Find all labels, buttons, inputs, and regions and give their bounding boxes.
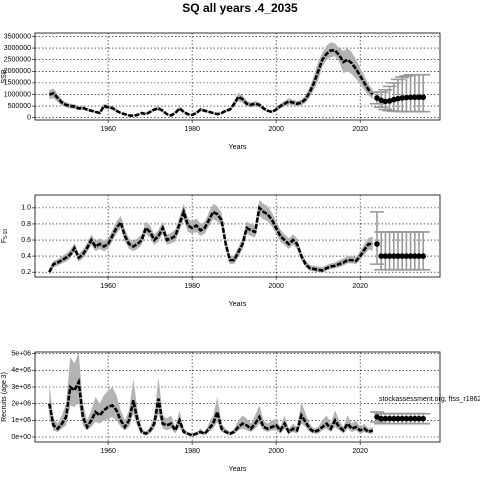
- y-tick-label: 500000: [8, 103, 31, 110]
- y-tick-label: 3e+06: [11, 384, 31, 391]
- projection-point: [378, 253, 384, 259]
- x-tick-label: 1980: [184, 448, 200, 455]
- x-tick-label: 2020: [352, 126, 368, 133]
- x-tick-label: 1960: [100, 448, 116, 455]
- projection-point: [374, 95, 380, 101]
- y-axis-label-main: Recruits (age 3): [1, 372, 8, 422]
- plot-area: [35, 33, 440, 120]
- y-tick-label: 0e+00: [11, 434, 31, 441]
- projection-point: [390, 96, 397, 103]
- projection-point: [386, 98, 393, 104]
- projection-point: [399, 253, 405, 259]
- confidence-band: [49, 42, 373, 117]
- projection-point: [399, 95, 405, 101]
- annotation: stockassessment.org, ftss_r18622, git:c9…: [379, 396, 480, 403]
- y-tick-label: 2e+06: [11, 401, 31, 408]
- y-tick-label: 0.6: [21, 237, 31, 244]
- line: [48, 205, 373, 273]
- y-tick-label: 0: [27, 115, 31, 122]
- projection-point: [399, 415, 405, 422]
- projection-point: [382, 253, 389, 259]
- chart-title: SQ all years .4_2035: [182, 1, 298, 15]
- x-tick-label: 1980: [184, 283, 200, 290]
- plot-frame: [34, 351, 441, 443]
- projection-point: [407, 415, 414, 422]
- x-axis-label: Years: [229, 144, 247, 151]
- x-tick-label: 1980: [184, 126, 200, 133]
- y-tick-label: 4e+06: [11, 367, 31, 374]
- projection-point: [390, 415, 397, 422]
- x-axis-label: Years: [229, 466, 247, 473]
- y-axis-label-sub: 5-10: [3, 229, 9, 239]
- x-tick-label: 2020: [352, 448, 368, 455]
- x-tick-label: 2000: [268, 448, 284, 455]
- y-tick-label: 3000000: [4, 45, 31, 52]
- projection-point: [374, 414, 380, 420]
- plot-area: [35, 352, 440, 442]
- x-axis-label: Years: [229, 301, 247, 308]
- line: [48, 377, 374, 437]
- plot-frame: [34, 194, 441, 278]
- x-tick-label: 1960: [100, 126, 116, 133]
- y-tick-label: 2000000: [4, 68, 31, 75]
- projection-point: [395, 95, 401, 102]
- projection-point: [374, 241, 380, 247]
- x-tick-label: 2000: [268, 126, 284, 133]
- x-tick-label: 2020: [352, 283, 368, 290]
- projection-point: [382, 415, 389, 422]
- projection-point: [386, 253, 393, 259]
- projection-point: [411, 253, 418, 259]
- y-tick-label: 0.2: [21, 269, 31, 276]
- y-tick-label: 1.0: [21, 205, 31, 212]
- y-tick-label: 1000000: [4, 91, 31, 98]
- projection-point: [407, 94, 414, 101]
- y-tick-label: 1e+06: [11, 417, 31, 424]
- y-axis-label-main: SSB: [1, 69, 8, 83]
- y-tick-label: 3500000: [4, 33, 31, 40]
- projection-point: [416, 253, 422, 259]
- projection-point: [386, 415, 393, 422]
- projection-point: [420, 253, 426, 259]
- x-tick-label: 2000: [268, 283, 284, 290]
- projection-point: [403, 415, 410, 422]
- projection-point: [403, 94, 410, 101]
- projection-point: [411, 94, 418, 101]
- projection-point: [395, 253, 401, 259]
- projection-point: [416, 94, 422, 101]
- y-axis-label: SSB: [1, 69, 8, 83]
- plot-area: [35, 195, 440, 277]
- y-tick-label: 0.8: [21, 221, 31, 228]
- plot-frame: [34, 32, 441, 121]
- x-tick-label: 1960: [100, 283, 116, 290]
- projection-point: [395, 415, 401, 422]
- y-axis-label: F5-10: [1, 229, 9, 244]
- projection-point: [378, 415, 384, 422]
- projection-point: [382, 98, 389, 105]
- line: [48, 49, 374, 118]
- y-axis-label: Recruits (age 3): [1, 372, 8, 422]
- projection-point: [420, 415, 426, 422]
- projection-point: [390, 253, 397, 259]
- projection-point: [416, 415, 422, 422]
- projection-point: [407, 253, 414, 259]
- y-axis-label-main: F: [1, 239, 8, 243]
- projection-point: [411, 415, 418, 422]
- projection-point: [420, 94, 426, 101]
- y-tick-label: 1500000: [4, 80, 31, 87]
- y-tick-label: 2500000: [4, 57, 31, 64]
- y-tick-label: 0.4: [21, 253, 31, 260]
- projection-point: [378, 97, 384, 104]
- projection-point: [403, 253, 410, 259]
- y-tick-label: 5e+06: [11, 351, 31, 358]
